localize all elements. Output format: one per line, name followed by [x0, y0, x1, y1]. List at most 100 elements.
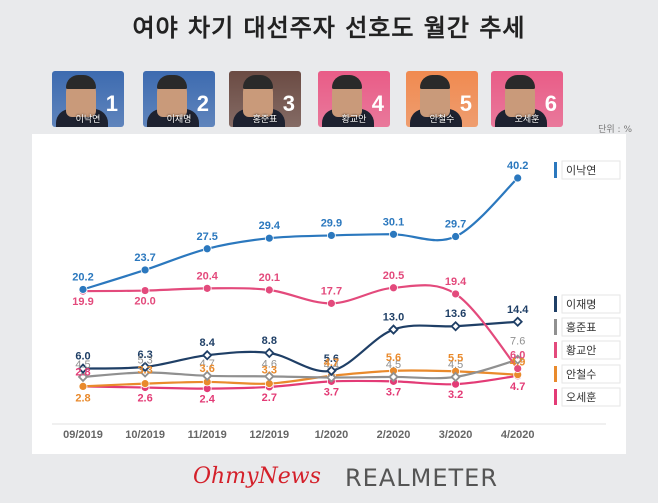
- data-label: 4.7: [510, 381, 525, 393]
- data-point: [77, 363, 89, 374]
- legend-label: 황교안: [566, 344, 596, 357]
- data-label: 3.3: [262, 365, 277, 377]
- data-label: 4.5: [75, 359, 90, 371]
- legend-swatch-오세훈: [554, 389, 557, 405]
- data-point: [326, 365, 337, 377]
- x-tick-label: 3/2020: [439, 429, 473, 441]
- page-title: 여야 차기 대선주자 선호도 월간 추세: [132, 14, 526, 42]
- data-label: 3.2: [448, 389, 463, 401]
- data-point: [326, 372, 337, 383]
- candidate-number: 4: [371, 91, 384, 116]
- portrait-hair: [66, 75, 96, 89]
- footer-logos: OhmyNews REALMETER: [0, 462, 658, 498]
- data-point: [139, 367, 151, 378]
- data-point: [264, 233, 274, 243]
- data-point: [140, 265, 150, 275]
- data-label: 4.4: [324, 359, 339, 371]
- ohmynews-logo: OhmyNews: [193, 464, 321, 489]
- portrait-hair: [505, 75, 535, 89]
- candidate-name: 이낙연: [75, 115, 101, 125]
- data-point: [201, 370, 213, 382]
- data-point: [264, 347, 275, 359]
- line-chart: 09/2019 10/2019 11/2019 12/2019 1/2020 2/2020…: [52, 160, 621, 441]
- data-label: 20.4: [196, 270, 218, 282]
- data-label: 7.6: [510, 336, 525, 348]
- data-point: [451, 232, 461, 241]
- data-point: [513, 364, 523, 373]
- data-point: [78, 381, 88, 391]
- candidate-number: 6: [544, 91, 557, 116]
- data-label: 40.2: [507, 160, 528, 172]
- data-label: 20.2: [72, 271, 93, 283]
- realmeter-logo: REALMETER: [345, 464, 498, 492]
- x-tick-label: 1/2020: [315, 429, 349, 441]
- data-point: [264, 285, 274, 295]
- data-label: 3.6: [200, 363, 215, 375]
- data-point: [388, 371, 399, 383]
- x-tick-label: 2/2020: [377, 429, 411, 441]
- data-point: [202, 244, 212, 254]
- candidate-name: 홍준표: [252, 115, 278, 125]
- legend-label: 이낙연: [566, 164, 596, 177]
- candidate-number: 5: [459, 91, 472, 116]
- data-point: [77, 371, 89, 383]
- data-point: [326, 231, 336, 240]
- legend-label: 홍준표: [566, 320, 596, 334]
- candidate-name: 오세훈: [514, 115, 540, 125]
- data-label: 4.7: [200, 358, 215, 370]
- portrait-hair: [332, 75, 362, 89]
- data-label: 6.0: [510, 350, 525, 362]
- candidate-name: 이재명: [166, 115, 192, 125]
- data-label: 23.7: [134, 252, 155, 264]
- data-label: 20.5: [383, 270, 404, 282]
- data-label: 14.4: [507, 304, 529, 316]
- candidate-number: 1: [105, 91, 118, 116]
- data-label: 6.3: [137, 349, 152, 361]
- data-label: 2.8: [75, 366, 90, 378]
- data-point: [78, 285, 88, 294]
- data-label: 5.6: [386, 352, 401, 364]
- data-label: 2.6: [137, 393, 152, 405]
- data-label: 27.5: [196, 231, 217, 243]
- candidate-portraits: 1 이낙연 2 이재명 3 홍준표 4 황교안 5 안철수 6 오세훈: [0, 71, 658, 129]
- data-label: 3.3: [137, 365, 152, 377]
- candidate-number: 3: [282, 91, 295, 116]
- data-label: 6.0: [75, 351, 90, 363]
- series-line-오세훈: [82, 374, 518, 390]
- data-point: [140, 379, 150, 389]
- x-tick-label: 09/2019: [63, 429, 103, 441]
- data-label: 4.9: [510, 357, 525, 369]
- legend-label: 이재명: [566, 298, 596, 311]
- data-label: 29.9: [321, 217, 342, 229]
- series-line-이재명: [82, 320, 518, 373]
- data-point: [389, 283, 398, 293]
- data-label: 5.5: [448, 352, 463, 364]
- data-point: [264, 371, 275, 382]
- data-label: 4.6: [262, 358, 277, 370]
- candidate-card-5: 5 안철수: [406, 71, 478, 127]
- data-point: [451, 289, 461, 299]
- candidate-card-4: 4 황교안: [318, 71, 390, 127]
- chart-panel: 09/2019 10/2019 11/2019 12/2019 1/2020 2/2020…: [32, 134, 626, 454]
- data-point: [512, 316, 523, 328]
- data-label: 19.9: [72, 296, 93, 308]
- data-label: 5.6: [324, 353, 339, 365]
- data-point: [389, 229, 398, 239]
- candidate-card-3: 3 홍준표: [229, 71, 301, 127]
- data-label: 13.6: [445, 308, 466, 320]
- data-label: 29.4: [259, 220, 281, 232]
- candidate-number: 2: [196, 91, 209, 116]
- legend-box: [561, 160, 621, 180]
- data-point: [388, 324, 399, 335]
- x-tick-label: 4/2020: [501, 429, 535, 441]
- legend-label: 안철수: [566, 368, 596, 381]
- data-point: [201, 349, 213, 361]
- data-point: [512, 354, 523, 365]
- legend-box: [561, 317, 621, 337]
- data-label: 2.8: [75, 392, 90, 404]
- series-line-안철수: [82, 369, 518, 388]
- unit-label: 단위 : %: [598, 125, 632, 135]
- legend-swatch-이낙연: [554, 162, 557, 178]
- data-label: 3.7: [386, 386, 401, 398]
- data-label: 2.7: [262, 392, 277, 404]
